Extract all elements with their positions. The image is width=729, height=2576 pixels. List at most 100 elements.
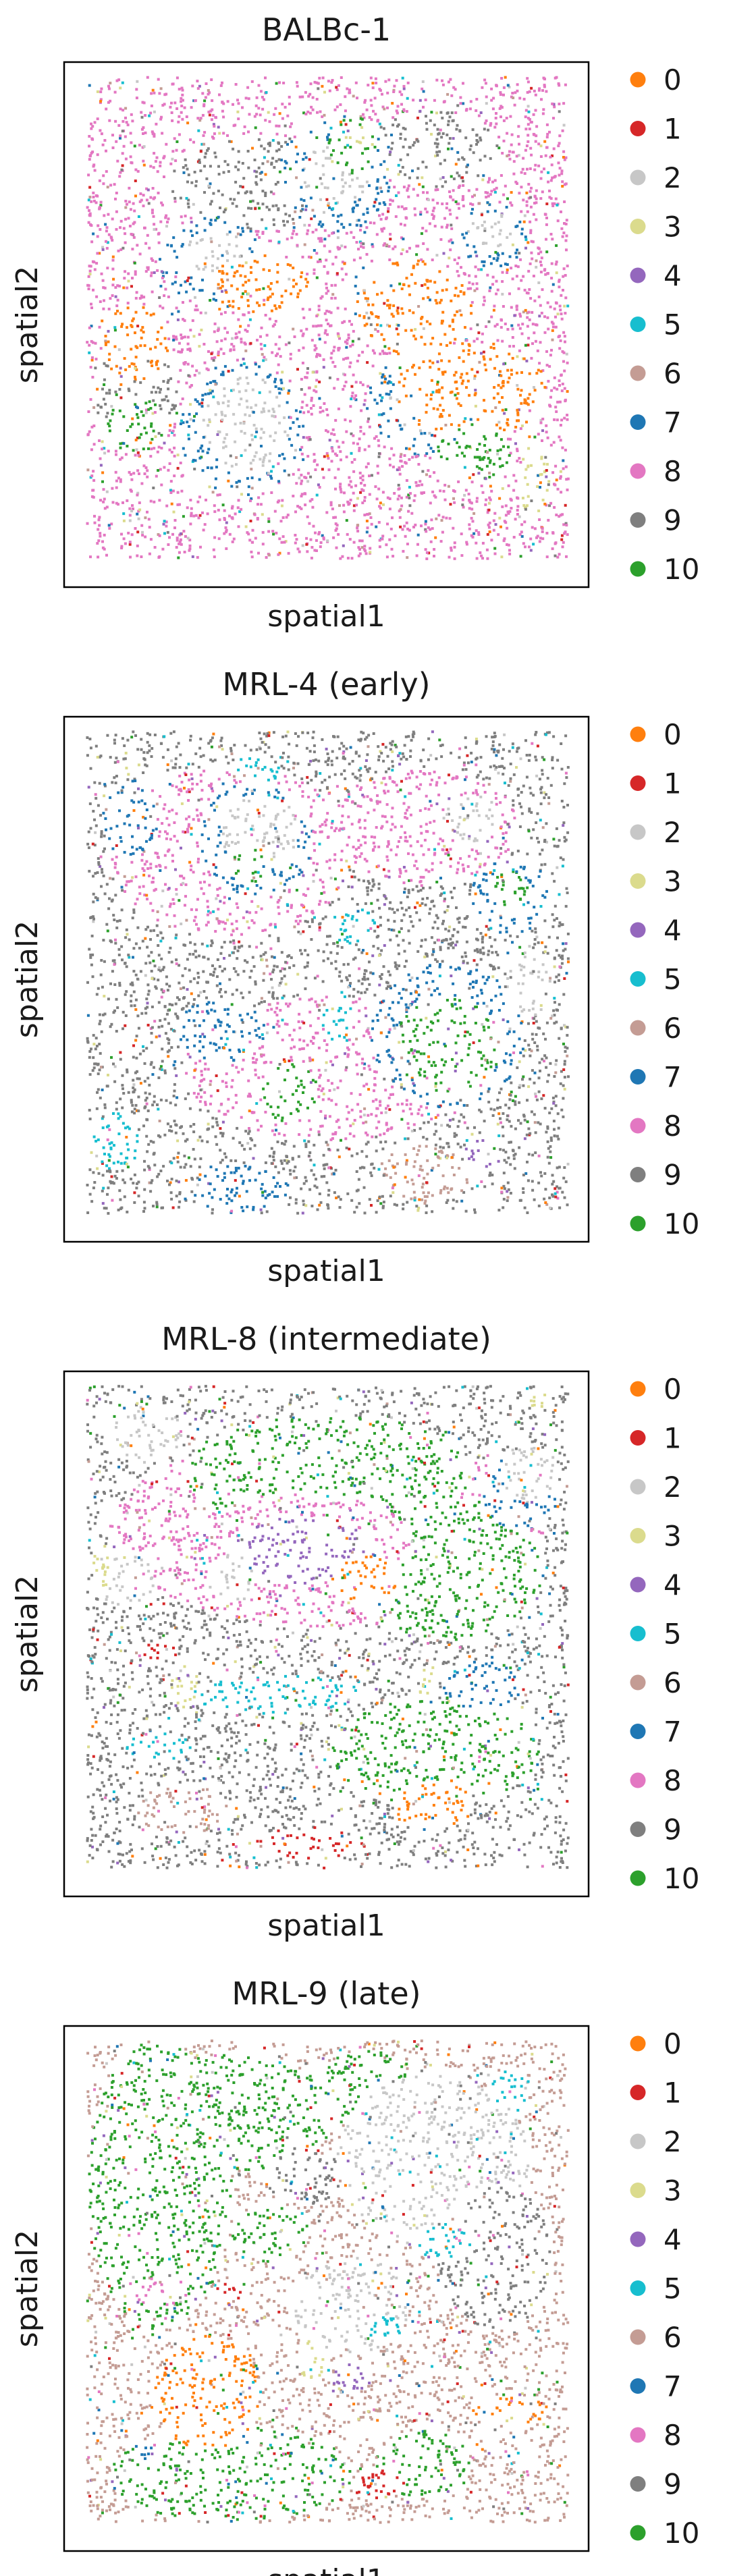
- spot: [400, 919, 404, 923]
- spot: [392, 289, 396, 292]
- spot: [452, 86, 456, 89]
- spot: [253, 169, 256, 173]
- spot: [388, 258, 392, 261]
- spot: [341, 261, 344, 264]
- spot: [100, 132, 103, 136]
- spot: [285, 879, 288, 882]
- spot: [431, 433, 433, 437]
- spot: [281, 499, 284, 502]
- spot: [362, 136, 364, 140]
- spot: [470, 423, 474, 427]
- spot: [119, 840, 123, 843]
- spot: [103, 1106, 107, 1109]
- spot: [515, 371, 518, 375]
- spot: [124, 368, 128, 371]
- spot: [95, 295, 99, 298]
- spot: [314, 385, 317, 388]
- spot: [431, 1210, 434, 1213]
- spot: [454, 371, 458, 374]
- spot: [241, 106, 244, 109]
- spot: [453, 258, 456, 261]
- spot: [94, 896, 97, 899]
- spot: [345, 456, 348, 459]
- spot: [524, 128, 528, 131]
- spot: [203, 217, 207, 220]
- spot: [203, 262, 207, 265]
- spot: [497, 244, 500, 248]
- spot: [339, 450, 342, 454]
- spot: [217, 833, 221, 837]
- spot: [495, 1063, 498, 1066]
- spot: [190, 992, 193, 995]
- spot: [399, 170, 402, 173]
- spot: [230, 343, 234, 346]
- spot: [406, 189, 409, 192]
- spot: [122, 227, 126, 230]
- spot: [108, 391, 111, 395]
- spot: [269, 295, 272, 298]
- spot: [246, 223, 249, 226]
- spot: [225, 250, 228, 253]
- spot: [520, 523, 524, 526]
- spot: [406, 369, 409, 373]
- spot: [549, 395, 552, 399]
- spot: [553, 202, 556, 205]
- spot: [478, 466, 481, 470]
- spot: [559, 439, 562, 442]
- spot: [96, 153, 99, 157]
- spot: [300, 507, 303, 510]
- spot: [126, 124, 130, 127]
- spot: [177, 350, 180, 354]
- spot: [263, 410, 266, 413]
- spot: [170, 1130, 173, 1133]
- spot: [269, 282, 273, 285]
- spot: [537, 252, 540, 255]
- spot: [140, 555, 143, 558]
- spot: [392, 304, 396, 307]
- spot: [504, 76, 507, 79]
- spot: [421, 483, 424, 487]
- spot: [237, 318, 240, 321]
- spot: [188, 544, 192, 547]
- spot: [450, 751, 453, 755]
- spot: [200, 402, 204, 405]
- spot: [387, 767, 391, 771]
- spot: [249, 200, 252, 203]
- spot: [546, 1127, 549, 1130]
- legend-marker: [630, 121, 646, 136]
- spot: [181, 221, 184, 225]
- spot: [104, 223, 107, 226]
- spot: [518, 220, 522, 223]
- spot: [448, 360, 451, 363]
- spot: [379, 186, 382, 190]
- spot: [169, 377, 173, 381]
- spot: [529, 196, 533, 199]
- spot: [167, 543, 170, 546]
- spot: [497, 383, 500, 387]
- spot: [425, 393, 429, 397]
- spot: [259, 437, 263, 439]
- spot: [306, 232, 309, 236]
- spot: [191, 555, 194, 558]
- spot: [238, 390, 241, 393]
- spot: [296, 244, 299, 247]
- spot: [458, 174, 461, 177]
- spot: [119, 226, 122, 229]
- spot: [117, 503, 119, 506]
- spot: [500, 106, 504, 109]
- spot: [217, 190, 220, 192]
- spot: [473, 512, 476, 515]
- spot: [408, 485, 411, 489]
- spot: [441, 386, 444, 389]
- spot: [300, 493, 304, 496]
- spot: [98, 524, 101, 527]
- spot: [274, 320, 277, 323]
- spot: [514, 1095, 517, 1098]
- spot: [307, 438, 310, 441]
- spot: [431, 209, 435, 213]
- spot: [437, 514, 441, 517]
- spot: [550, 389, 554, 392]
- spot: [176, 318, 180, 321]
- spot: [543, 331, 547, 334]
- spot: [433, 99, 436, 102]
